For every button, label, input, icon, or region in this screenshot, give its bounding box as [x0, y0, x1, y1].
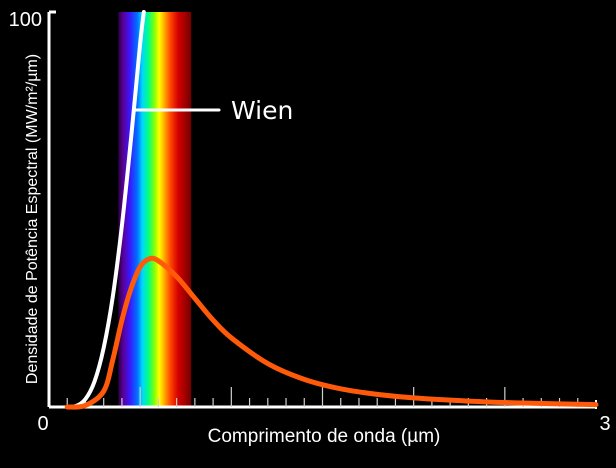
x-tick-label-min: 0 [37, 413, 48, 435]
wien-annotation-label: Wien [231, 96, 293, 125]
series-line-wien [65, 10, 146, 409]
y-tick-label-max: 100 [9, 9, 42, 31]
x-tick-label-max: 3 [599, 413, 610, 435]
visible-spectrum-band [118, 12, 192, 407]
x-axis-label: Comprimento de onda (µm) [208, 426, 441, 447]
series-line-1 [64, 255, 599, 410]
y-axis-label: Densidade de Potência Espectral (MW/m²/µ… [24, 54, 41, 384]
